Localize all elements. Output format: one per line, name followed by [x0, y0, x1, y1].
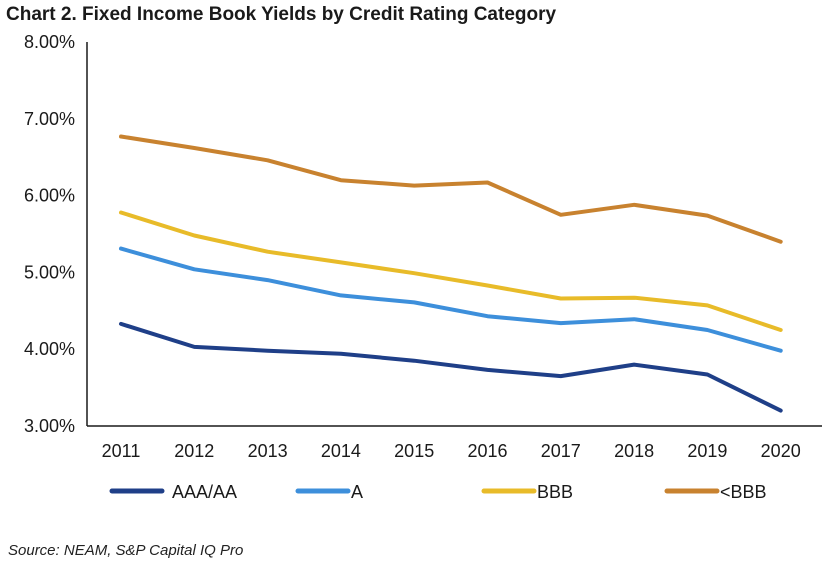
x-tick-label: 2015 — [394, 441, 434, 461]
x-tick-label: 2012 — [174, 441, 214, 461]
legend-label: <BBB — [720, 482, 767, 502]
legend-label: AAA/AA — [172, 482, 237, 502]
series-lines — [119, 134, 783, 413]
y-tick-label: 8.00% — [24, 32, 75, 52]
chart-title: Chart 2. Fixed Income Book Yields by Cre… — [6, 4, 557, 25]
y-tick-label: 6.00% — [24, 186, 75, 206]
x-tick-label: 2018 — [614, 441, 654, 461]
y-tick-label: 7.00% — [24, 109, 75, 129]
x-tick-labels: 2011 2012 2013 2014 2015 2016 2017 2018 2019 2020 — [102, 441, 801, 461]
y-tick-label: 5.00% — [24, 262, 75, 282]
series-line — [119, 134, 783, 244]
axes — [86, 42, 822, 427]
series-line — [119, 210, 783, 332]
x-tick-label: 2013 — [248, 441, 288, 461]
series-line — [119, 246, 783, 353]
x-tick-label: 2014 — [321, 441, 361, 461]
x-tick-label: 2016 — [467, 441, 507, 461]
legend: AAA/AA A BBB <BBB — [109, 482, 767, 502]
series-line — [119, 321, 783, 413]
legend-label: A — [351, 482, 363, 502]
source-note: Source: NEAM, S&P Capital IQ Pro — [8, 542, 244, 559]
y-tick-label: 3.00% — [24, 416, 75, 436]
x-tick-label: 2011 — [102, 441, 141, 461]
y-tick-labels: 8.00% 7.00% 6.00% 5.00% 4.00% 3.00% — [24, 32, 75, 436]
legend-label: BBB — [537, 482, 573, 502]
x-tick-label: 2020 — [761, 441, 801, 461]
y-tick-label: 4.00% — [24, 339, 75, 359]
x-tick-label: 2017 — [541, 441, 581, 461]
x-tick-label: 2019 — [687, 441, 727, 461]
